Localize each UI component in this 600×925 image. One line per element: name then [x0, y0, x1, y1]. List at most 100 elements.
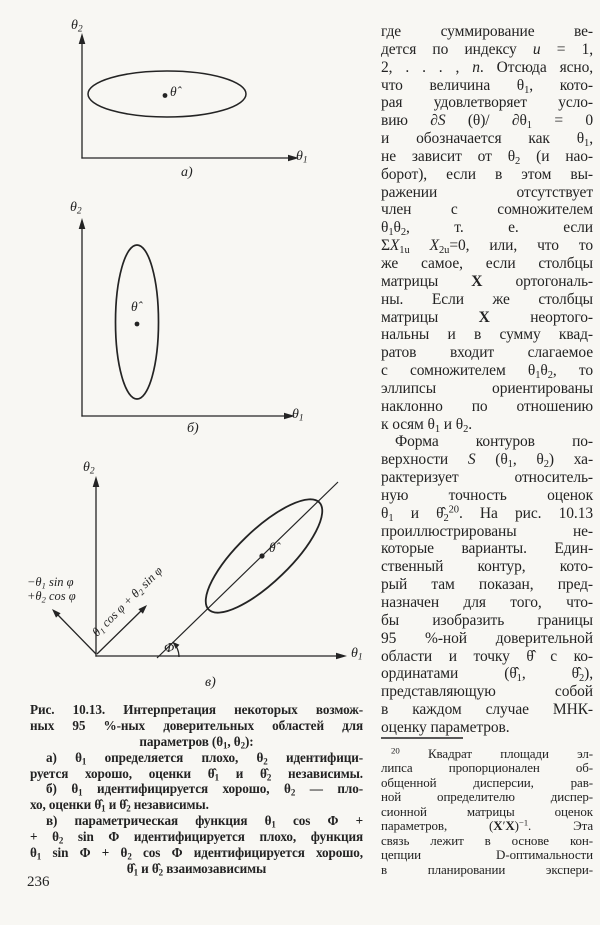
- text-line: представляющую собой: [381, 683, 593, 701]
- text-line: + θ2 sin Φ идентифицируется плохо, функц…: [30, 829, 363, 846]
- text-line: θ1 sin Φ + θ2 cos Φ идентифицируется хор…: [30, 845, 363, 862]
- text-line: нальны и в сумму квад-: [381, 326, 593, 344]
- footnote-text: 20 Квадрат площади эл-липса пропорционал…: [381, 745, 593, 877]
- text-line: которые варианты. Един-: [381, 540, 593, 558]
- text-line: где суммирование ве-: [381, 23, 593, 40]
- text-line: ражении отсутствует: [381, 183, 593, 201]
- text-line: с сомножителем θ1θ2, то: [381, 362, 593, 381]
- text-line: Рис. 10.13. Интерпретация некоторых возм…: [30, 702, 363, 717]
- figure-b: [78, 218, 295, 420]
- text-line: эллипсы ориентированы: [381, 379, 593, 397]
- text-line: бы изобразить границы: [381, 611, 593, 629]
- text-line: параметров (θ1, θ2):: [139, 733, 254, 751]
- text-line: ной определителю диспер-: [381, 789, 593, 805]
- text-line: матрицы X ортогональ-: [381, 272, 593, 290]
- fig-b-y-arrowhead: [78, 218, 86, 229]
- text-line: области и точку θ̂ с ко-: [381, 647, 593, 665]
- figure-caption: Рис. 10.13. Интерпретация некоторых возм…: [30, 702, 363, 877]
- text-line: связь лежит в основе кон-: [381, 832, 593, 848]
- fig-a-x-arrowhead: [288, 154, 299, 162]
- text-line: хо, оценки θ̂1 и θ̂2 независимы.: [30, 797, 209, 814]
- text-line: Форма контуров по-: [395, 433, 593, 451]
- text-line: оценку параметров.: [381, 718, 510, 736]
- text-line: ны. Если же столбцы: [381, 290, 593, 308]
- fig-v-left-axis-arrowhead: [52, 609, 61, 618]
- text-line: сионной матрицы оценок: [381, 803, 593, 819]
- text-line: проиллюстрированы не-: [381, 522, 593, 540]
- fig-b-y-axis-label: θ2: [70, 200, 82, 217]
- text-line: же самое, если столбцы: [381, 254, 593, 272]
- text-line: ственный контур, кото-: [381, 558, 593, 576]
- fig-v-estimate-dot: [259, 553, 265, 559]
- text-line: борот), если в этом вы-: [381, 165, 593, 183]
- text-line: рактеризует относитель-: [381, 469, 593, 487]
- text-line: рый там показан, пред-: [381, 576, 593, 594]
- page-number: 236: [27, 874, 50, 890]
- fig-v-left-axis-arrow: [56, 613, 97, 655]
- text-line: общенной дисперсии, рав-: [381, 774, 593, 790]
- text-line: к осям θ1 и θ2.: [381, 415, 473, 435]
- fig-v-x-arrowhead: [336, 652, 347, 660]
- fig-b-x-arrowhead: [284, 412, 295, 420]
- text-line: цепции D-оптимальности: [381, 847, 593, 863]
- text-line: θ̂1 и θ̂2 взаимозависимы: [126, 860, 267, 878]
- fig-v-x-axis-label: θ1: [351, 646, 363, 663]
- text-line: 2, . . . , n. Отсюда ясно,: [381, 58, 593, 76]
- figure-v: [52, 476, 347, 660]
- text-line: θ1 и θ̂220. На рис. 10.13: [381, 504, 593, 524]
- fig-b-estimate-label: θ̂: [131, 299, 138, 314]
- text-line: ратов входит слагаемое: [381, 344, 593, 362]
- text-line: что величина θ1, кото-: [381, 76, 593, 96]
- text-line: б) θ1 идентифицируется хорошо, θ2 — пло-: [46, 781, 363, 798]
- fig-a-caption-letter: а): [181, 165, 193, 180]
- fig-v-left-axis-label-line1: −θ1 sin φ: [27, 575, 74, 591]
- fig-a-y-arrowhead: [78, 33, 86, 44]
- fig-v-left-axis-label: −θ1 sin φ +θ2 cos φ: [27, 575, 76, 604]
- text-line: дется по индексу u = 1,: [381, 40, 593, 58]
- fig-b-confidence-ellipse: [114, 244, 160, 400]
- fig-v-y-axis-label: θ2: [83, 460, 95, 477]
- fig-v-angle-arc-arrowhead: [172, 641, 180, 649]
- figure-a: [78, 33, 299, 162]
- fig-a-estimate-label: θ̂: [170, 84, 177, 99]
- fig-b-estimate-dot: [134, 321, 140, 327]
- fig-a-y-axis-label: θ2: [71, 18, 83, 35]
- fig-a-estimate-dot: [162, 93, 168, 98]
- text-line: верхности S (θ1, θ2) ха-: [381, 451, 594, 471]
- fig-v-angle-label: Φ: [164, 640, 175, 655]
- text-line: назначен для того, что-: [381, 594, 593, 611]
- fig-v-major-axis-line: [156, 481, 339, 659]
- fig-a-x-axis-label: θ1: [296, 149, 308, 166]
- fig-v-rotated-axis-arrow: [96, 609, 143, 655]
- text-line: ΣX1u X2u=0, или, что то: [381, 237, 593, 257]
- fig-v-caption-letter: в): [205, 675, 216, 690]
- fig-v-left-axis-label-line2: +θ2 cos φ: [27, 588, 76, 604]
- fig-v-y-arrowhead: [92, 476, 100, 487]
- text-line: член с сомножителем: [381, 201, 593, 219]
- text-line: θ1θ2, т. е. если: [381, 219, 593, 239]
- text-line: а) θ1 определяется плохо, θ2 идентифици-: [46, 749, 363, 767]
- fig-b-x-axis-label: θ1: [292, 407, 304, 424]
- text-line: липса пропорционален об-: [381, 760, 593, 776]
- text-line: параметров, (X′X)−1. Эта: [381, 817, 593, 834]
- text-line: в) параметрическая функция θ1 cos Φ +: [46, 813, 363, 830]
- text-line: руется хорошо, оценки θ̂1 и θ̂2 независи…: [30, 765, 363, 783]
- fig-a-confidence-ellipse: [87, 70, 247, 118]
- fig-v-confidence-ellipse: [204, 498, 324, 614]
- text-line: ных 95 %-ных доверительных областей для: [30, 717, 363, 733]
- text-line: и обозначается как θ1,: [381, 130, 593, 149]
- text-line: в планировании экспери-: [381, 861, 593, 877]
- text-line: наклонно по отношению: [381, 397, 593, 415]
- text-line: матрицы X неортого-: [381, 308, 593, 326]
- body-text-column: где суммирование ве-дется по индексу u =…: [381, 23, 593, 737]
- fig-v-estimate-label: θ̂: [269, 540, 276, 555]
- text-line: рая удовлетворяет усло-: [381, 94, 593, 112]
- text-line: ординатами (θ̂1, θ̂2),: [381, 665, 594, 685]
- text-line: в каждом случае МНК-: [381, 701, 593, 719]
- text-line: вию ∂S (θ)/ ∂θ1 = 0: [381, 112, 593, 132]
- text-line: 20 Квадрат площади эл-: [391, 745, 593, 761]
- text-line: ную точность оценок: [381, 486, 593, 504]
- text-line: 95 %-ной доверительной: [381, 629, 593, 647]
